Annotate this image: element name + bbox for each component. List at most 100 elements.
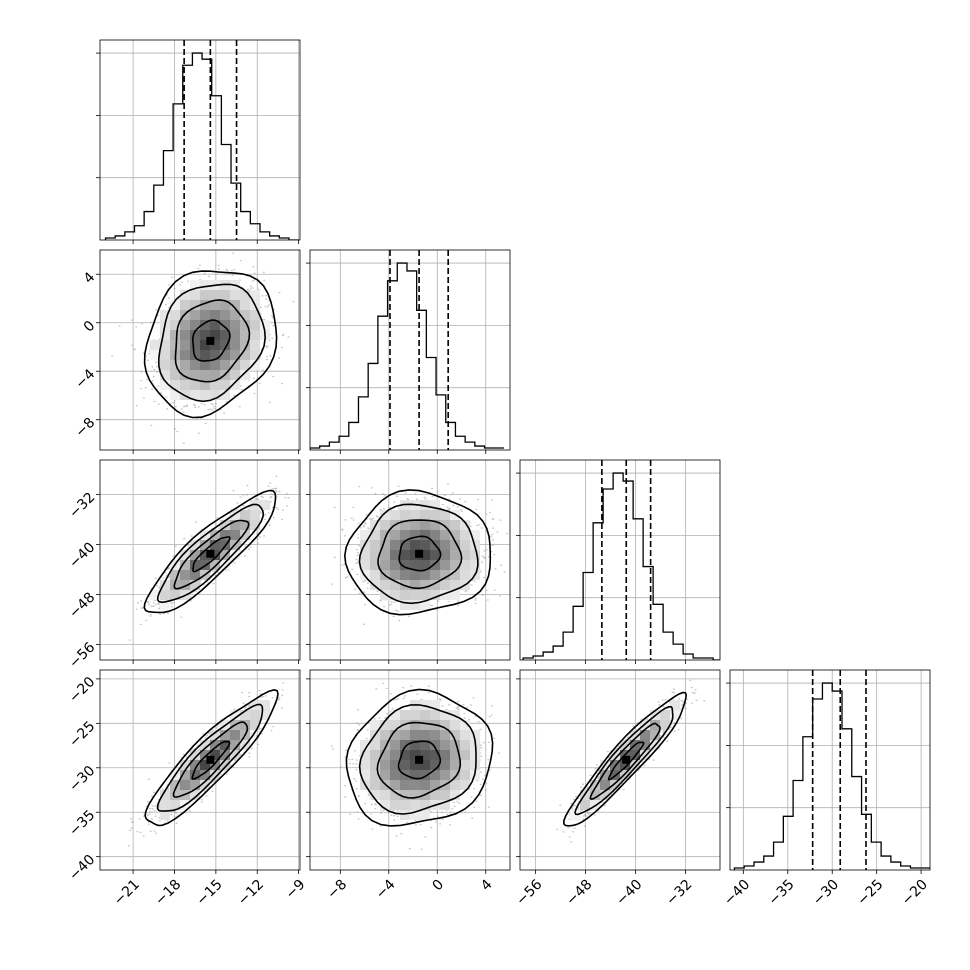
density-cell (400, 810, 410, 820)
density-cell (410, 770, 420, 780)
y-tick-label-1-0: −8 (72, 415, 98, 441)
density-cell (380, 720, 390, 730)
density-cell (460, 750, 470, 760)
density-cell (400, 760, 410, 770)
density-cell (370, 570, 380, 580)
density-cell (230, 340, 240, 350)
contour-3 (562, 691, 688, 827)
density-cell (410, 740, 420, 750)
density-cell (610, 760, 620, 770)
density-cell (390, 510, 400, 520)
density-cell (190, 580, 200, 590)
density-cell (240, 530, 250, 540)
panel-frame (309, 459, 511, 661)
density-cell (220, 330, 230, 340)
density-cell (190, 290, 200, 300)
density-cell (210, 350, 220, 360)
density-cell (420, 770, 430, 780)
density-cell (440, 570, 450, 580)
density-cell (200, 300, 210, 310)
density-cell (200, 380, 210, 390)
contour-3 (343, 489, 492, 616)
density-cell (370, 760, 380, 770)
density-cell (260, 710, 270, 720)
density-cell (460, 530, 470, 540)
density-cell (220, 350, 230, 360)
density-cell (470, 560, 480, 570)
density-cell (410, 550, 420, 560)
density-cell (430, 510, 440, 520)
density-cell (190, 540, 200, 550)
density-cell (470, 550, 480, 560)
density-cell (240, 520, 250, 530)
density-cell (210, 740, 220, 750)
density-cell (230, 530, 240, 540)
density-cell (390, 570, 400, 580)
density-cell (390, 750, 400, 760)
density-cell (400, 590, 410, 600)
density-cell (250, 510, 260, 520)
density-cell (250, 350, 260, 360)
density-cell (170, 790, 180, 800)
density-cell (380, 540, 390, 550)
density-cell (180, 320, 190, 330)
density-cell (650, 720, 660, 730)
density-cell (190, 380, 200, 390)
density-cell (390, 730, 400, 740)
density-cell (240, 320, 250, 330)
y-tick-label-3-0: −40 (66, 852, 98, 884)
histogram-panel-2 (516, 459, 721, 664)
scatter-inner (111, 250, 295, 444)
density-cell (220, 360, 230, 370)
contour-1 (173, 519, 250, 590)
density-cell (420, 520, 430, 530)
density-cell (410, 530, 420, 540)
density-cell (230, 520, 240, 530)
density-cell (210, 300, 220, 310)
density-cell (410, 520, 420, 530)
density-cell (160, 370, 170, 380)
density-cell (250, 290, 260, 300)
density-cell (450, 580, 460, 590)
x-tick-label-2-2: −40 (613, 877, 645, 909)
density-cell (370, 540, 380, 550)
density-peak (206, 549, 215, 558)
density-cell (450, 710, 460, 720)
density-cell (210, 750, 220, 760)
density-cell (420, 720, 430, 730)
density-cell (450, 550, 460, 560)
density-cell (460, 540, 470, 550)
density-cell (660, 710, 670, 720)
density-cell (190, 280, 200, 290)
density-cell (420, 540, 430, 550)
density-cell (460, 570, 470, 580)
density-cell (440, 730, 450, 740)
density-cell (210, 290, 220, 300)
scatter-panel-2-0 (96, 459, 301, 664)
density-cell (230, 300, 240, 310)
x-tick-label-3-0: −40 (721, 877, 753, 909)
density-cell (200, 540, 210, 550)
density-cell (390, 720, 400, 730)
density-cell (570, 810, 580, 820)
scatter-inner (331, 483, 510, 625)
contour-0 (192, 536, 231, 573)
density-cell (190, 390, 200, 400)
density-cell (250, 310, 260, 320)
density-cell (380, 760, 390, 770)
density-cell (420, 730, 430, 740)
density-cell (160, 810, 170, 820)
density-cell (190, 570, 200, 580)
density-cell (210, 370, 220, 380)
density-cell (450, 730, 460, 740)
density-cell (400, 740, 410, 750)
density-cell (210, 730, 220, 740)
density-cell (400, 710, 410, 720)
density-cell (410, 570, 420, 580)
density-cell (240, 360, 250, 370)
density-cell (440, 760, 450, 770)
density-cell (470, 730, 480, 740)
density-cell (360, 530, 370, 540)
density-cell (190, 750, 200, 760)
